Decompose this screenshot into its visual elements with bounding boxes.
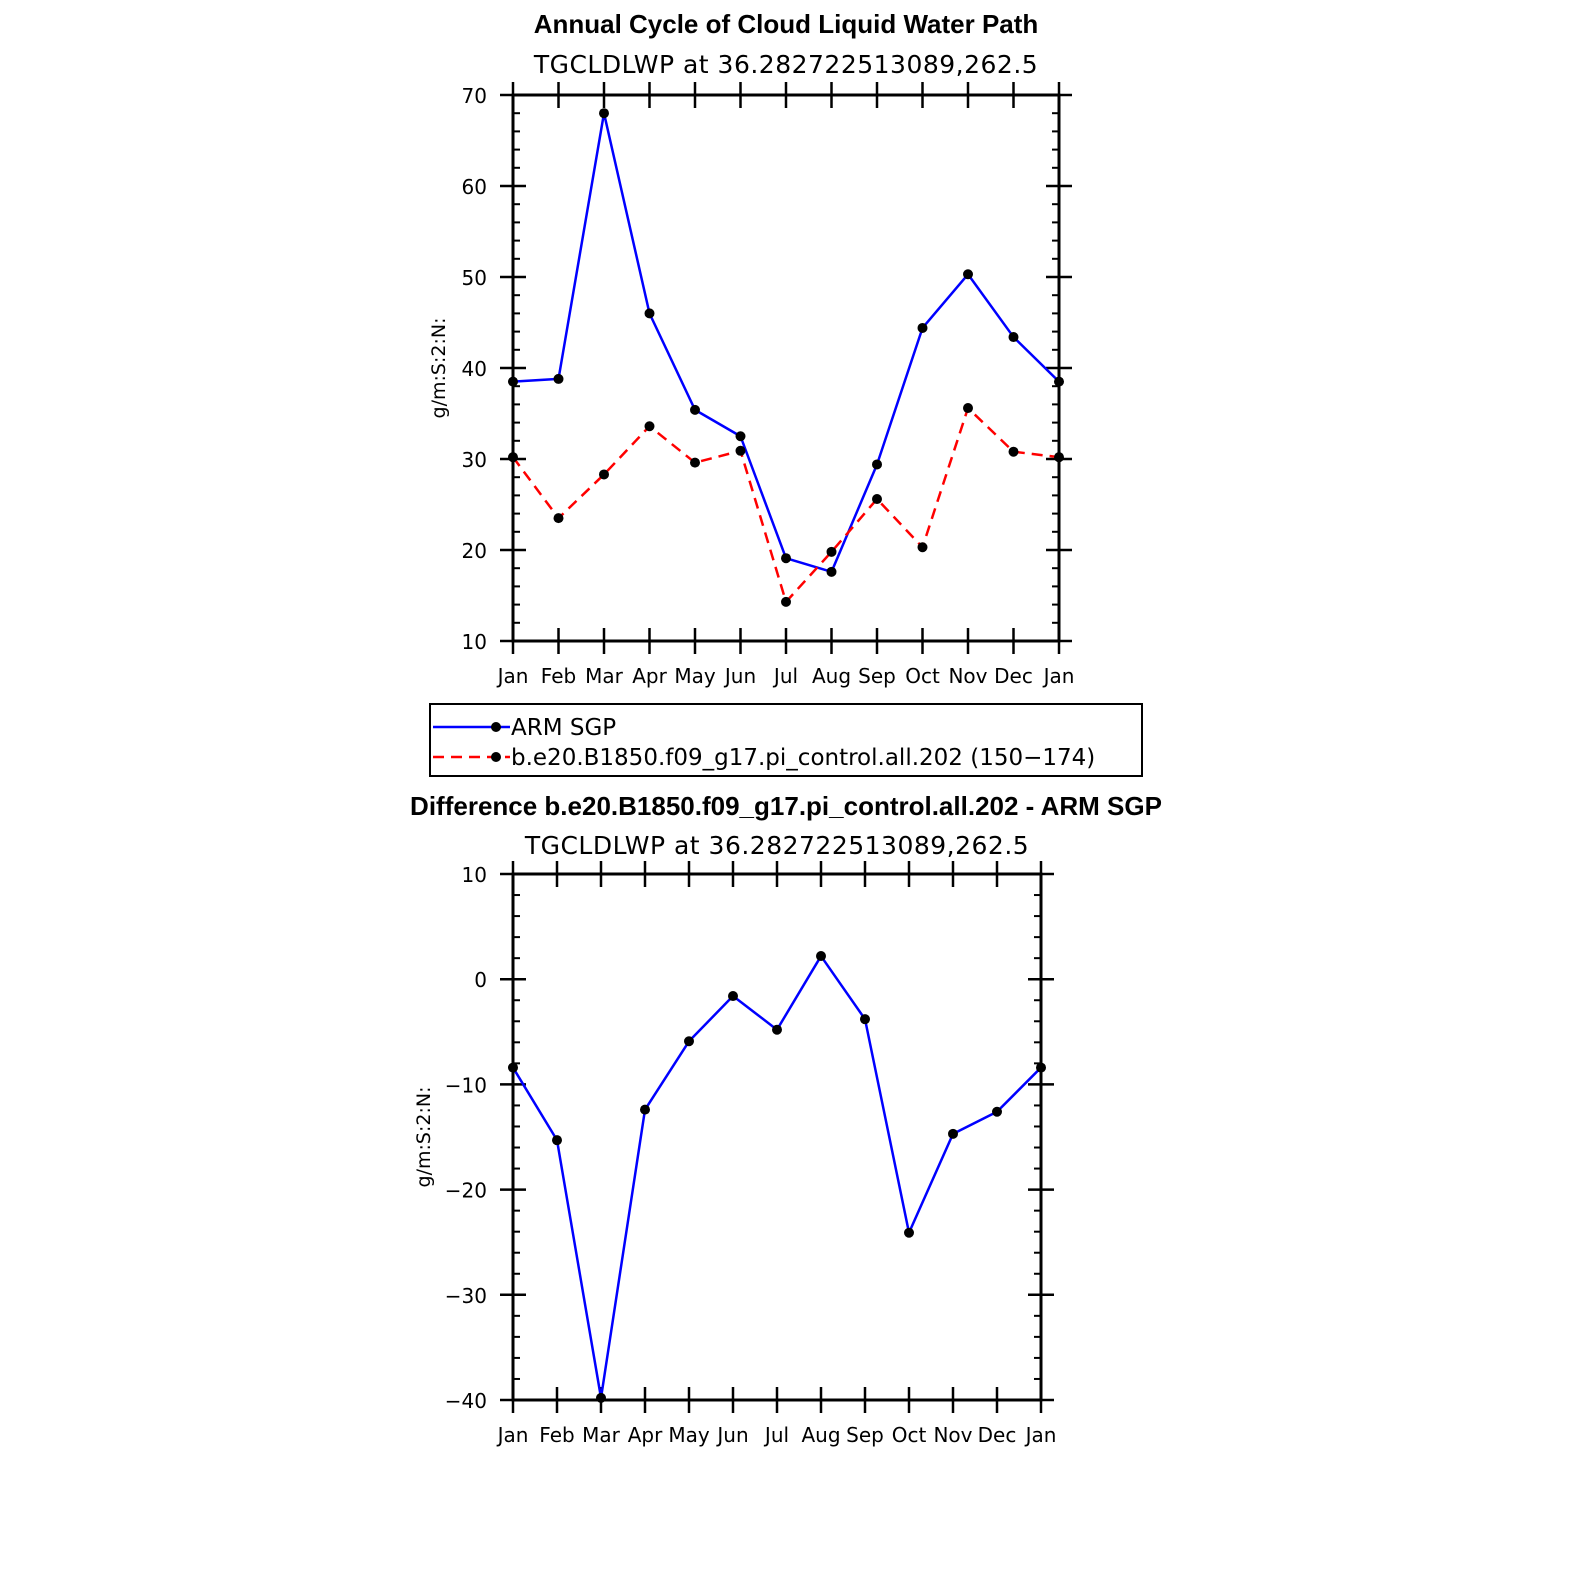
x-tick-label: Feb <box>539 1423 574 1447</box>
data-point <box>684 1036 694 1047</box>
x-tick-label: Apr <box>632 664 667 688</box>
y-tick-label: −10 <box>445 1073 487 1097</box>
legend-box <box>429 703 1143 777</box>
legend: ARM SGP b.e20.B1850.f09_g17.pi_control.al… <box>429 703 1143 777</box>
x-tick-label: Jun <box>715 1423 748 1447</box>
x-tick-label: Jan <box>496 1423 529 1447</box>
data-point <box>1036 1062 1046 1073</box>
data-point <box>690 404 700 415</box>
x-tick-label: Feb <box>541 664 576 688</box>
x-tick-label: Sep <box>858 664 896 688</box>
legend-label-0: ARM SGP <box>511 715 616 741</box>
data-point <box>599 469 609 480</box>
x-tick-label: Sep <box>846 1423 884 1447</box>
data-point <box>735 431 746 442</box>
data-point <box>781 596 791 607</box>
data-point <box>917 322 928 333</box>
data-point <box>816 951 826 962</box>
x-tick-label: Oct <box>892 1423 927 1447</box>
x-tick-label: Jan <box>1042 664 1075 688</box>
y-tick-label: 70 <box>462 84 487 108</box>
chart-title: Annual Cycle of Cloud Liquid Water Path <box>534 9 1039 39</box>
x-tick-label: Aug <box>801 1423 840 1447</box>
x-tick-label: Jun <box>723 664 756 688</box>
x-tick-label: Oct <box>905 664 940 688</box>
y-tick-label: 10 <box>462 863 487 887</box>
legend-marker <box>491 722 501 732</box>
y-tick-label: 20 <box>462 539 487 563</box>
data-point <box>1054 452 1064 463</box>
x-tick-label: Dec <box>978 1423 1017 1447</box>
x-tick-label: Nov <box>948 664 987 688</box>
data-point <box>644 308 655 319</box>
y-tick-label: 60 <box>462 175 487 199</box>
data-point <box>735 445 746 456</box>
y-axis-label: g/m:S:2:N: <box>428 318 450 419</box>
annual-cycle-chart: Annual Cycle of Cloud Liquid Water Path T… <box>428 9 1074 688</box>
chart-title: Difference b.e20.B1850.f09_g17.pi_contro… <box>410 791 1162 821</box>
legend-label-1: b.e20.B1850.f09_g17.pi_control.all.202 (… <box>511 745 1095 771</box>
data-point <box>690 457 700 468</box>
y-tick-label: 50 <box>462 266 487 290</box>
data-point <box>553 513 564 524</box>
data-point <box>1054 376 1064 387</box>
x-tick-label: Dec <box>994 664 1033 688</box>
data-point <box>508 1062 518 1073</box>
data-point <box>599 108 609 119</box>
x-tick-label: May <box>668 1423 710 1447</box>
plot-frame <box>511 872 1043 1402</box>
y-tick-label: −20 <box>445 1179 487 1203</box>
x-tick-label: Mar <box>582 1423 621 1447</box>
data-point <box>640 1104 650 1115</box>
x-tick-label: Jan <box>1024 1423 1057 1447</box>
y-tick-label: −30 <box>445 1284 487 1308</box>
series-line-1 <box>511 406 1060 604</box>
y-tick-label: 40 <box>462 357 487 381</box>
y-axis-label: g/m:S:2:N: <box>413 1087 435 1188</box>
data-point <box>860 1014 870 1025</box>
data-point <box>781 553 791 564</box>
chart-subtitle: TGCLDLWP at 36.282722513089,262.5 <box>533 50 1038 79</box>
data-point <box>948 1128 958 1139</box>
x-tick-label: Jan <box>496 664 529 688</box>
data-point <box>553 373 564 384</box>
data-point <box>772 1024 782 1035</box>
data-point <box>508 376 518 387</box>
x-tick-label: Jul <box>772 664 798 688</box>
difference-chart: Difference b.e20.B1850.f09_g17.pi_contro… <box>410 791 1162 1447</box>
x-tick-label: Jul <box>763 1423 789 1447</box>
data-point <box>1008 446 1019 457</box>
data-point <box>963 269 973 280</box>
y-tick-label: 30 <box>462 448 487 472</box>
series-line-0 <box>511 954 1042 1400</box>
data-point <box>644 421 655 432</box>
data-point <box>552 1135 562 1146</box>
chart-subtitle: TGCLDLWP at 36.282722513089,262.5 <box>524 831 1029 860</box>
x-tick-label: Mar <box>585 664 624 688</box>
data-point <box>963 403 973 414</box>
legend-marker <box>491 752 501 762</box>
data-point <box>596 1392 606 1403</box>
data-point <box>872 494 882 505</box>
data-point <box>917 542 928 553</box>
series-line-0 <box>512 111 1060 574</box>
data-point <box>992 1106 1002 1117</box>
data-point <box>872 459 882 470</box>
data-point <box>508 452 518 463</box>
data-point <box>826 546 837 557</box>
y-tick-label: 0 <box>474 968 487 992</box>
data-point <box>728 991 738 1002</box>
y-tick-label: −40 <box>445 1389 487 1413</box>
data-point <box>904 1227 914 1238</box>
data-point <box>1008 332 1019 343</box>
x-tick-label: Aug <box>812 664 851 688</box>
x-tick-label: May <box>674 664 716 688</box>
y-tick-label: 10 <box>462 630 487 654</box>
x-tick-label: Nov <box>933 1423 972 1447</box>
x-tick-label: Apr <box>628 1423 663 1447</box>
data-point <box>826 566 837 577</box>
